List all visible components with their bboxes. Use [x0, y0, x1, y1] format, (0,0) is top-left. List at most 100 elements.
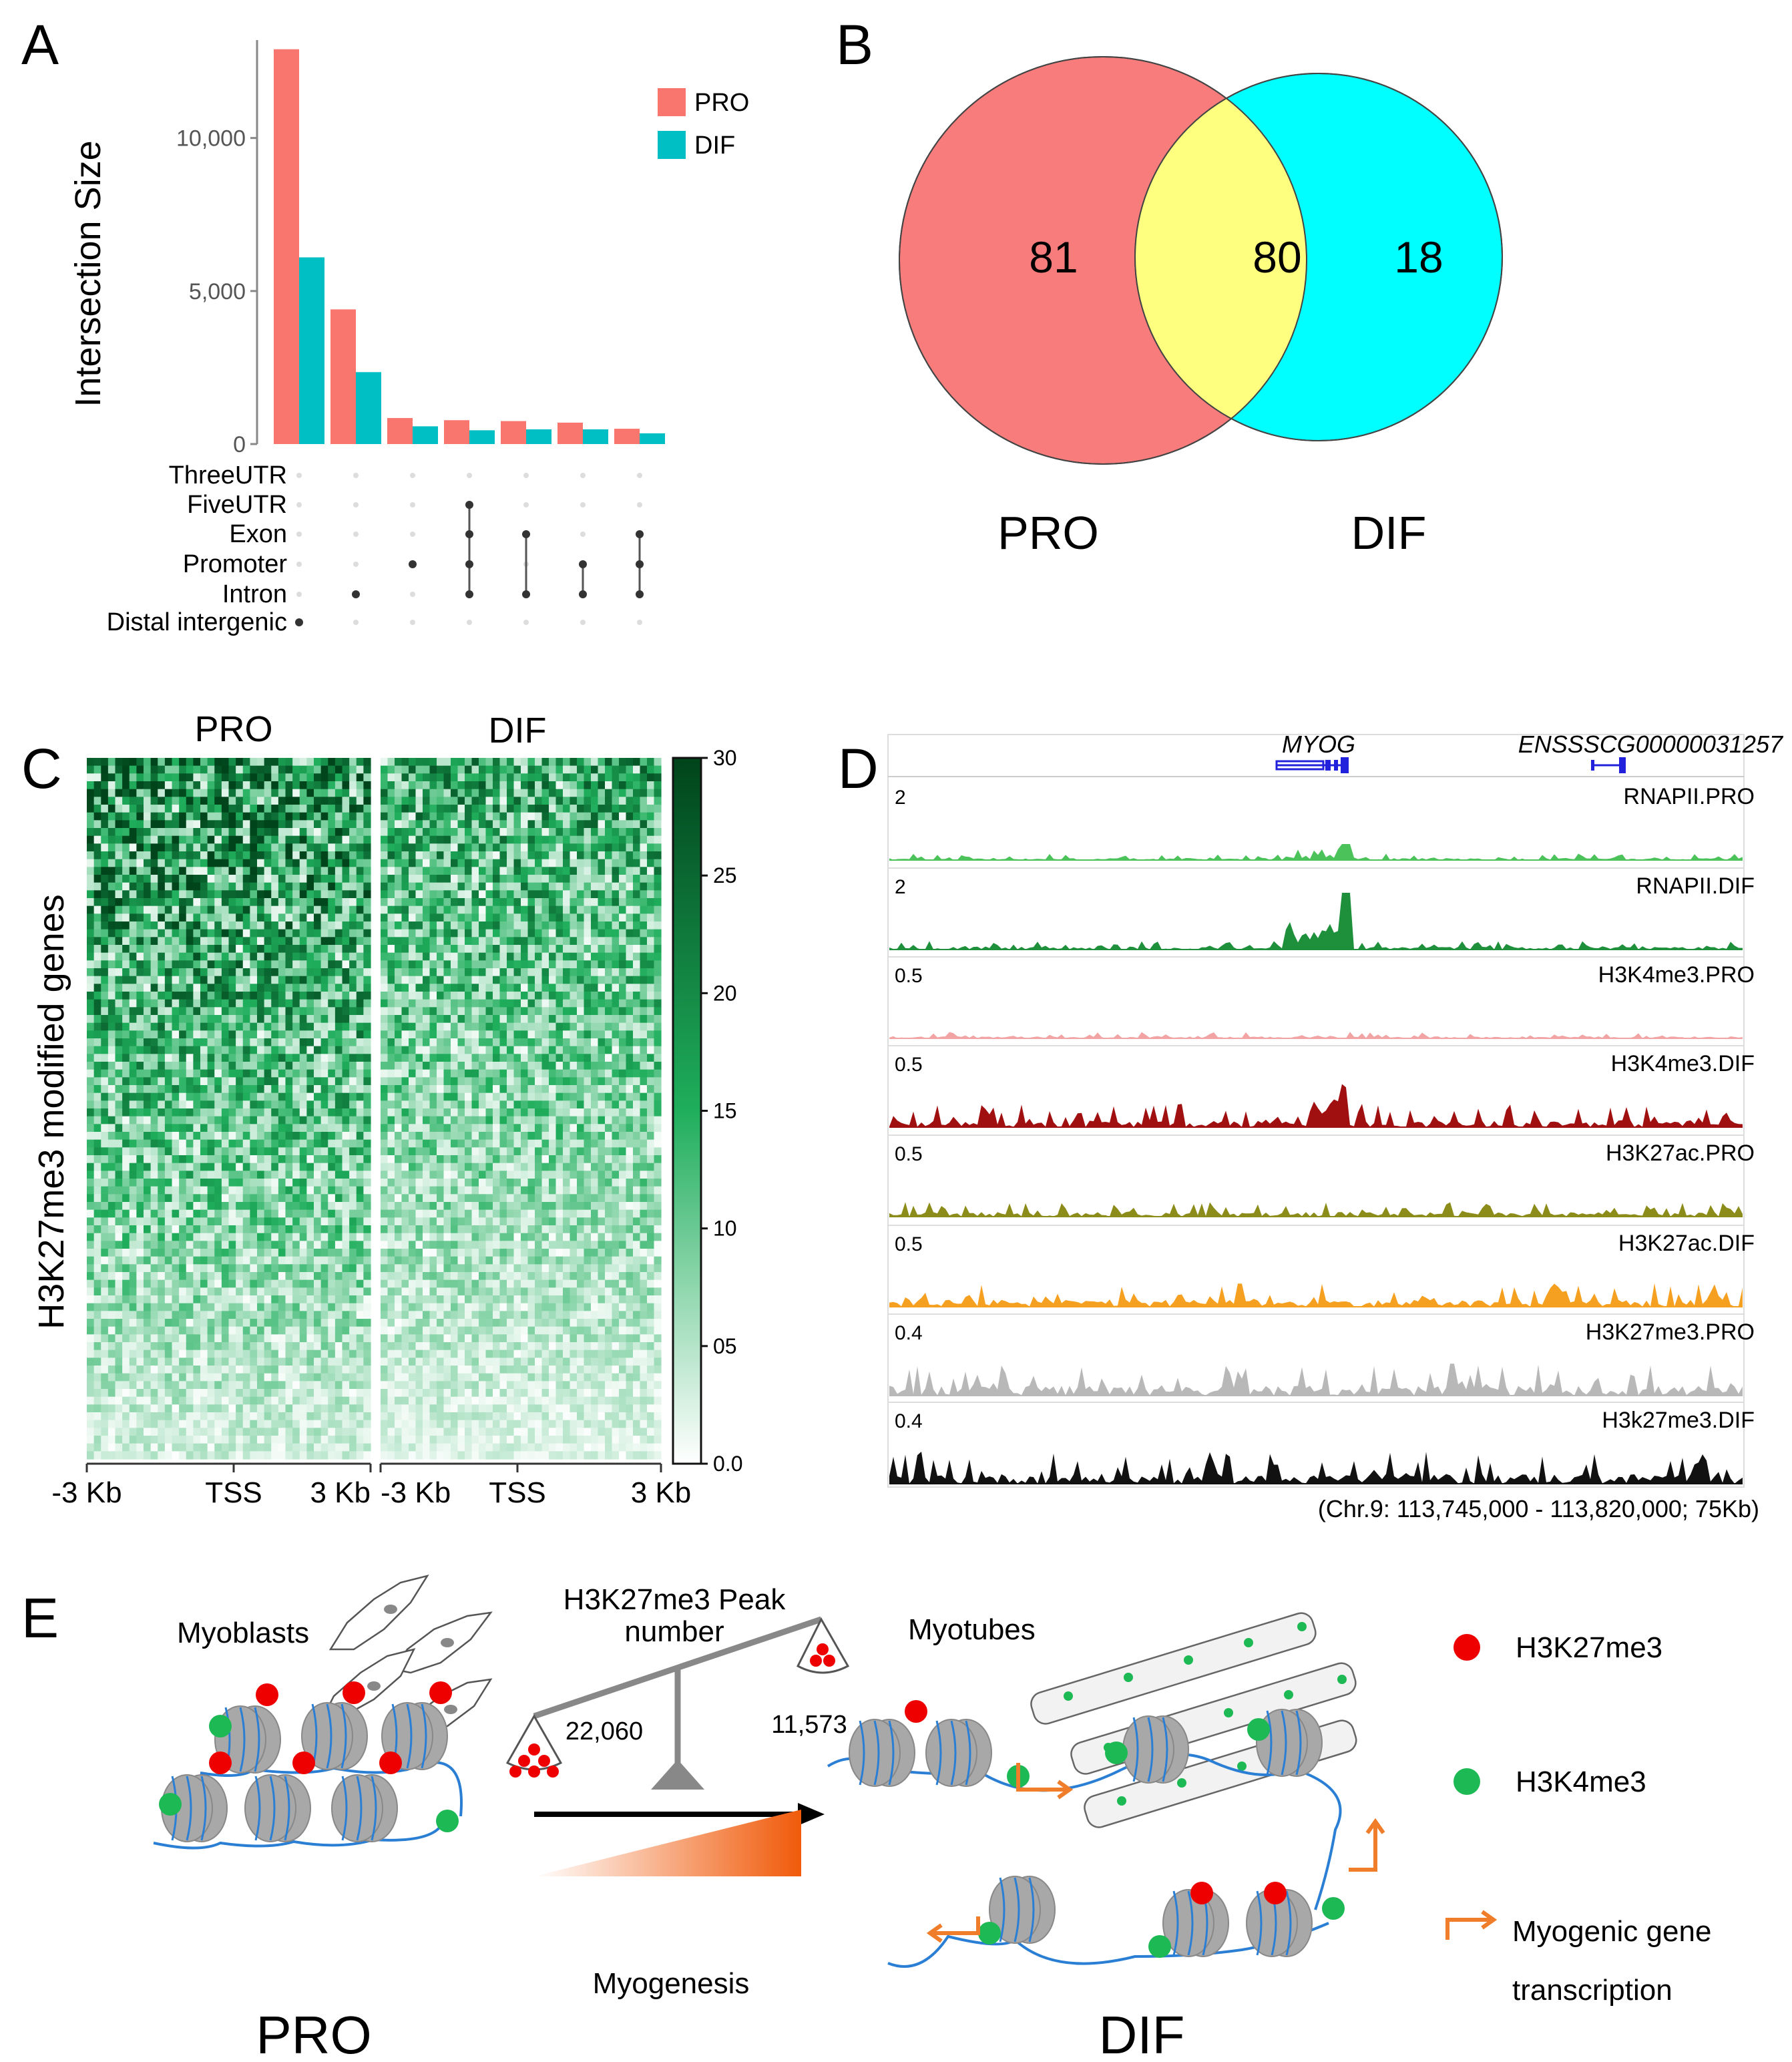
heat-cell	[356, 1077, 364, 1086]
heat-cell	[150, 1092, 158, 1101]
heat-cell	[356, 1124, 364, 1132]
heat-cell	[570, 758, 578, 767]
heat-cell	[278, 1389, 286, 1398]
heat-cell	[207, 805, 215, 813]
heat-cell	[328, 1287, 336, 1296]
heat-cell	[381, 843, 389, 852]
heat-cell	[122, 1147, 130, 1156]
heat-cell	[158, 1179, 166, 1187]
heat-cell	[236, 913, 244, 922]
heat-cell	[193, 789, 201, 797]
heat-cell	[626, 976, 634, 984]
heat-cell	[107, 1311, 116, 1319]
heat-cell	[214, 913, 222, 922]
heat-cell	[250, 1202, 258, 1211]
heat-cell	[328, 781, 336, 790]
heat-cell	[521, 773, 529, 782]
heat-cell	[107, 1077, 116, 1086]
heat-cell	[465, 921, 473, 930]
heat-cell	[577, 789, 585, 797]
heat-cell	[320, 1428, 328, 1436]
heat-cell	[555, 999, 564, 1008]
heat-cell	[129, 1108, 137, 1117]
heat-cell	[292, 1038, 300, 1047]
heat-cell	[164, 882, 173, 891]
heat-cell	[207, 1046, 215, 1054]
heat-cell	[443, 890, 451, 899]
heat-cell	[598, 976, 606, 984]
heat-cell	[521, 812, 529, 821]
heat-cell	[158, 1116, 166, 1124]
heat-cell	[242, 1249, 250, 1257]
heat-cell	[314, 1396, 322, 1405]
heat-cell	[193, 843, 201, 852]
heat-cell	[334, 1092, 343, 1101]
heat-cell	[214, 952, 222, 961]
heat-cell	[387, 937, 395, 946]
heat-cell	[257, 929, 265, 938]
heat-cell	[356, 1233, 364, 1241]
heat-cell	[640, 805, 648, 813]
heat-cell	[493, 921, 501, 930]
heat-cell	[356, 882, 364, 891]
heat-cell	[598, 882, 606, 891]
heat-cell	[363, 867, 371, 875]
heat-cell	[363, 1249, 371, 1257]
heat-cell	[278, 1366, 286, 1374]
heat-cell	[87, 1342, 95, 1351]
heat-cell	[349, 773, 357, 782]
heat-cell	[278, 1108, 286, 1117]
heat-cell	[264, 875, 272, 883]
heat-cell	[179, 968, 187, 977]
heat-cell	[136, 999, 144, 1008]
heat-cell	[654, 992, 662, 1000]
heat-cell	[200, 937, 208, 946]
heat-cell	[214, 805, 222, 813]
heat-cell	[242, 929, 250, 938]
heat-cell	[264, 1326, 272, 1335]
heat-cell	[158, 875, 166, 883]
heat-cell	[93, 1155, 101, 1164]
heat-cell	[356, 1451, 364, 1460]
heat-cell	[292, 1373, 300, 1382]
heat-cell	[144, 1272, 152, 1281]
heat-cell	[387, 882, 395, 891]
heat-cell	[485, 992, 493, 1000]
heat-cell	[122, 758, 130, 767]
heat-cell	[328, 1062, 336, 1070]
heat-cell	[164, 1381, 173, 1390]
heat-cell	[264, 1256, 272, 1265]
heat-cell	[342, 1116, 350, 1124]
heat-cell	[314, 1342, 322, 1351]
heat-cell	[179, 1249, 187, 1257]
heat-cell	[172, 1132, 180, 1141]
heat-cell	[242, 1092, 250, 1101]
heat-cell	[314, 781, 322, 790]
heat-cell	[87, 851, 95, 860]
heat-cell	[633, 952, 641, 961]
heat-cell	[158, 1233, 166, 1241]
heat-cell	[570, 789, 578, 797]
heat-cell	[150, 1451, 158, 1460]
heat-cell	[264, 812, 272, 821]
heat-cell	[158, 1186, 166, 1195]
heat-cell	[457, 905, 465, 914]
heat-cell	[207, 1092, 215, 1101]
heat-cell	[144, 1436, 152, 1444]
heat-cell	[577, 781, 585, 790]
heat-cell	[356, 1085, 364, 1094]
heat-cell	[395, 921, 403, 930]
matrix-dot-filled	[465, 560, 473, 568]
heat-cell	[87, 1241, 95, 1249]
heat-cell	[328, 929, 336, 938]
heat-cell	[193, 1249, 201, 1257]
heat-cell	[349, 843, 357, 852]
heat-cell	[257, 765, 265, 774]
heat-cell	[381, 890, 389, 899]
heat-cell	[242, 1194, 250, 1203]
heat-cell	[107, 1249, 116, 1257]
heat-cell	[328, 1350, 336, 1358]
heat-cell	[605, 765, 613, 774]
heat-cell	[328, 1022, 336, 1031]
heat-cell	[144, 890, 152, 899]
